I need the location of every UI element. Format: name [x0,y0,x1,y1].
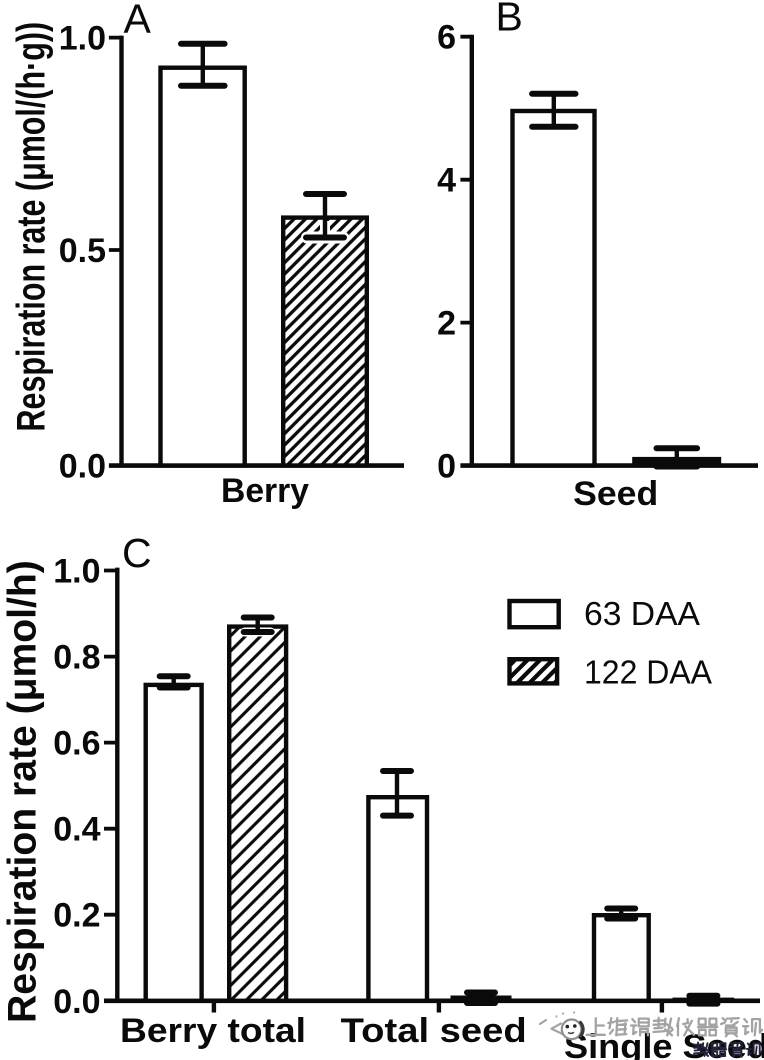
svg-text:0.0: 0.0 [59,448,106,486]
svg-text:6: 6 [437,19,456,57]
svg-text:122 DAA: 122 DAA [584,654,712,691]
svg-text:Berry: Berry [221,472,309,510]
svg-text:B: B [496,0,523,40]
svg-text:0.6: 0.6 [53,725,100,763]
svg-text:Seed: Seed [573,475,658,513]
svg-text:Berry total: Berry total [120,1012,306,1050]
svg-text:1.0: 1.0 [53,553,100,591]
svg-text:Respiration rate (μmol/h): Respiration rate (μmol/h) [0,560,44,1023]
svg-text:4: 4 [437,162,456,200]
svg-text:A: A [124,0,152,42]
svg-text:0.8: 0.8 [53,639,100,677]
svg-text:C: C [122,530,152,576]
svg-text:Respiration rate (μmol/(h·g)): Respiration rate (μmol/(h·g)) [9,22,54,432]
svg-text:1.0: 1.0 [59,20,106,58]
svg-text:0.5: 0.5 [59,232,106,270]
svg-text:2: 2 [437,305,456,343]
svg-text:63 DAA: 63 DAA [584,595,700,632]
svg-text:0.0: 0.0 [53,983,100,1021]
svg-text:Total seed: Total seed [341,1012,527,1050]
svg-text:0.2: 0.2 [53,897,100,935]
svg-text:0: 0 [437,448,456,486]
svg-text:0.4: 0.4 [53,811,100,849]
